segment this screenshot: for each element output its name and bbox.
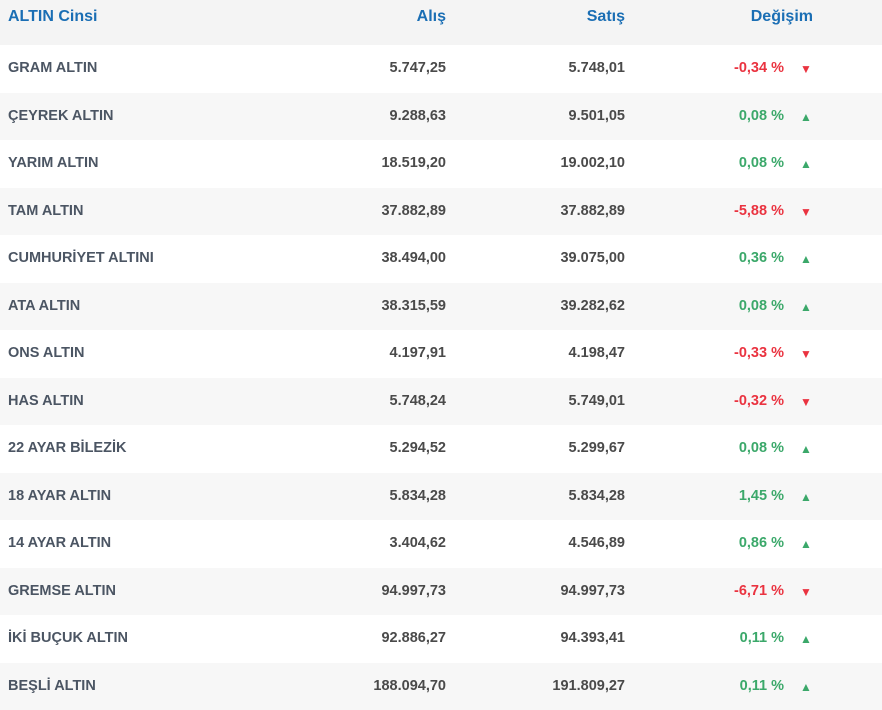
sell-price: 94.393,41	[560, 630, 625, 646]
arrow-down-icon: ▼	[800, 585, 812, 599]
arrow-up-icon: ▲	[800, 537, 812, 551]
sell-price: 191.809,27	[552, 678, 625, 694]
table-row[interactable]: HAS ALTIN 5.748,24 5.749,01 -0,32 % ▼	[0, 378, 882, 426]
buy-price: 5.294,52	[390, 440, 446, 456]
change-percent: -0,33 %	[734, 345, 784, 361]
buy-price: 5.747,25	[390, 60, 446, 76]
change-percent: 0,08 %	[739, 108, 784, 124]
buy-price: 188.094,70	[373, 678, 446, 694]
change-percent: -0,32 %	[734, 393, 784, 409]
arrow-up-icon: ▲	[800, 300, 812, 314]
gold-type-name: İKİ BUÇUK ALTIN	[8, 630, 128, 646]
gold-type-name: TAM ALTIN	[8, 203, 83, 219]
buy-price: 18.519,20	[381, 155, 446, 171]
table-row[interactable]: GREMSE ALTIN 94.997,73 94.997,73 -6,71 % ▼	[0, 568, 882, 616]
buy-price: 9.288,63	[390, 108, 446, 124]
arrow-up-icon: ▲	[800, 490, 812, 504]
sell-price: 5.749,01	[569, 393, 625, 409]
buy-price: 5.748,24	[390, 393, 446, 409]
table-row[interactable]: 22 AYAR BİLEZİK 5.294,52 5.299,67 0,08 % ▲	[0, 425, 882, 473]
arrow-up-icon: ▲	[800, 157, 812, 171]
table-header: ALTIN Cinsi Alış Satış Değişim	[0, 0, 882, 45]
arrow-up-icon: ▲	[800, 680, 812, 694]
gold-type-name: ONS ALTIN	[8, 345, 85, 361]
sell-price: 39.282,62	[560, 298, 625, 314]
sell-price: 5.748,01	[569, 60, 625, 76]
gold-type-name: GREMSE ALTIN	[8, 583, 116, 599]
gold-type-name: HAS ALTIN	[8, 393, 84, 409]
table-row[interactable]: BEŞLİ ALTIN 188.094,70 191.809,27 0,11 % ▲	[0, 663, 882, 710]
buy-price: 38.494,00	[381, 250, 446, 266]
table-row[interactable]: TAM ALTIN 37.882,89 37.882,89 -5,88 % ▼	[0, 188, 882, 236]
header-name[interactable]: ALTIN Cinsi	[8, 8, 97, 26]
buy-price: 3.404,62	[390, 535, 446, 551]
table-row[interactable]: CUMHURİYET ALTINI 38.494,00 39.075,00 0,36 …	[0, 235, 882, 283]
buy-price: 92.886,27	[381, 630, 446, 646]
buy-price: 94.997,73	[381, 583, 446, 599]
gold-type-name: 18 AYAR ALTIN	[8, 488, 111, 504]
sell-price: 94.997,73	[560, 583, 625, 599]
sell-price: 5.299,67	[569, 440, 625, 456]
sell-price: 37.882,89	[560, 203, 625, 219]
gold-type-name: BEŞLİ ALTIN	[8, 678, 96, 694]
buy-price: 4.197,91	[390, 345, 446, 361]
change-percent: 0,08 %	[739, 298, 784, 314]
header-change[interactable]: Değişim	[751, 8, 813, 26]
table-row[interactable]: GRAM ALTIN 5.747,25 5.748,01 -0,34 % ▼	[0, 45, 882, 93]
change-percent: 0,11 %	[740, 630, 784, 646]
change-percent: -6,71 %	[734, 583, 784, 599]
gold-type-name: 22 AYAR BİLEZİK	[8, 440, 126, 456]
arrow-down-icon: ▼	[800, 347, 812, 361]
table-row[interactable]: YARIM ALTIN 18.519,20 19.002,10 0,08 % ▲	[0, 140, 882, 188]
arrow-down-icon: ▼	[800, 395, 812, 409]
sell-price: 4.198,47	[569, 345, 625, 361]
change-percent: 0,08 %	[739, 440, 784, 456]
arrow-down-icon: ▼	[800, 205, 812, 219]
gold-type-name: 14 AYAR ALTIN	[8, 535, 111, 551]
buy-price: 5.834,28	[390, 488, 446, 504]
sell-price: 4.546,89	[569, 535, 625, 551]
buy-price: 37.882,89	[381, 203, 446, 219]
gold-type-name: YARIM ALTIN	[8, 155, 99, 171]
buy-price: 38.315,59	[381, 298, 446, 314]
table-row[interactable]: ONS ALTIN 4.197,91 4.198,47 -0,33 % ▼	[0, 330, 882, 378]
gold-type-name: ÇEYREK ALTIN	[8, 108, 114, 124]
gold-type-name: GRAM ALTIN	[8, 60, 97, 76]
table-row[interactable]: 14 AYAR ALTIN 3.404,62 4.546,89 0,86 % ▲	[0, 520, 882, 568]
table-row[interactable]: İKİ BUÇUK ALTIN 92.886,27 94.393,41 0,11 % ▲	[0, 615, 882, 663]
gold-type-name: CUMHURİYET ALTINI	[8, 250, 154, 266]
change-percent: -5,88 %	[734, 203, 784, 219]
change-percent: -0,34 %	[734, 60, 784, 76]
header-buy[interactable]: Alış	[417, 8, 446, 26]
change-percent: 0,36 %	[739, 250, 784, 266]
arrow-up-icon: ▲	[800, 252, 812, 266]
table-body: GRAM ALTIN 5.747,25 5.748,01 -0,34 % ▼ ÇEYREK…	[0, 45, 882, 710]
change-percent: 0,86 %	[739, 535, 784, 551]
arrow-up-icon: ▲	[800, 110, 812, 124]
table-row[interactable]: 18 AYAR ALTIN 5.834,28 5.834,28 1,45 % ▲	[0, 473, 882, 521]
change-percent: 0,08 %	[739, 155, 784, 171]
gold-type-name: ATA ALTIN	[8, 298, 80, 314]
arrow-up-icon: ▲	[800, 442, 812, 456]
sell-price: 39.075,00	[560, 250, 625, 266]
arrow-down-icon: ▼	[800, 62, 812, 76]
header-sell[interactable]: Satış	[587, 8, 625, 26]
change-percent: 0,11 %	[740, 678, 784, 694]
sell-price: 9.501,05	[569, 108, 625, 124]
change-percent: 1,45 %	[739, 488, 784, 504]
arrow-up-icon: ▲	[800, 632, 812, 646]
sell-price: 19.002,10	[560, 155, 625, 171]
sell-price: 5.834,28	[569, 488, 625, 504]
table-row[interactable]: ATA ALTIN 38.315,59 39.282,62 0,08 % ▲	[0, 283, 882, 331]
table-row[interactable]: ÇEYREK ALTIN 9.288,63 9.501,05 0,08 % ▲	[0, 93, 882, 141]
